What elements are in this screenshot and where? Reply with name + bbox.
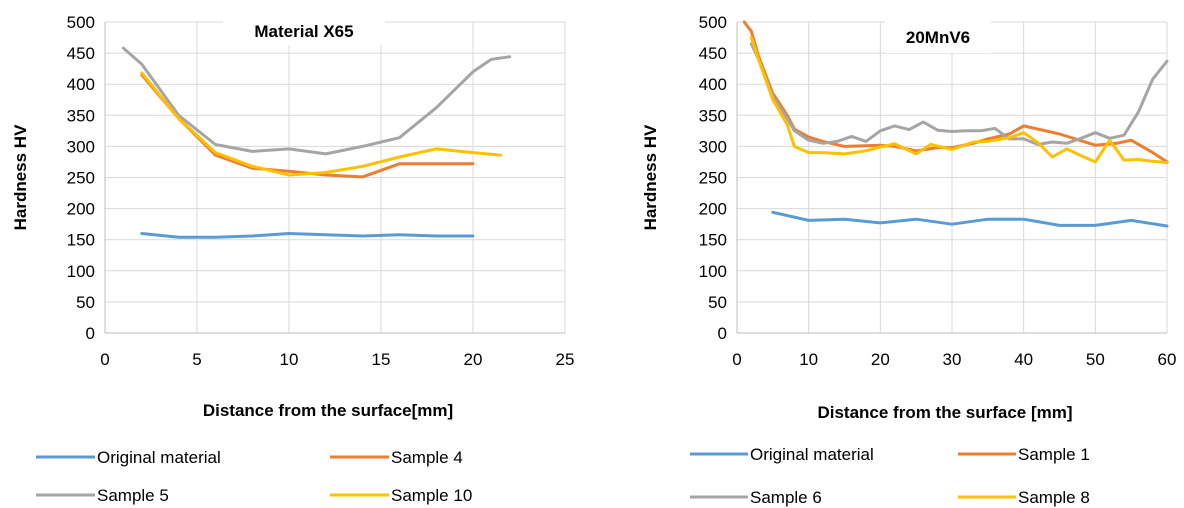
y-tick-label: 150 [67,231,95,250]
y-tick-label: 100 [67,262,95,281]
y-tick-label: 200 [699,200,727,219]
legend-label: Sample 4 [391,448,463,467]
y-tick-label: 350 [699,106,727,125]
x-tick-label: 40 [1014,350,1033,369]
legend-item: Sample 8 [958,488,1090,507]
x-tick-label: 60 [1158,350,1177,369]
legend-item: Sample 10 [330,486,472,505]
y-tick-label: 0 [718,324,727,343]
y-tick-label: 100 [699,262,727,281]
chart-title-box [223,17,385,45]
x-tick-label: 5 [192,350,201,369]
y-tick-label: 400 [67,75,95,94]
legend-item: Sample 6 [690,488,822,507]
series-line-original-material [140,232,475,239]
y-tick-label: 400 [699,75,727,94]
y-tick-label: 50 [708,293,727,312]
chart-title: 20MnV6 [906,28,970,47]
chart-title: Material X65 [254,22,353,41]
legend-label: Sample 10 [391,486,472,505]
y-tick-label: 150 [699,231,727,250]
series-line-original-material [771,210,1169,228]
legend-item: Sample 4 [330,448,463,467]
y-tick-label: 250 [67,169,95,188]
legend-label: Sample 5 [97,486,169,505]
legend-item: Sample 1 [958,445,1090,464]
y-tick-label: 450 [67,44,95,63]
x-tick-label: 50 [1086,350,1105,369]
legend-label: Original material [750,445,874,464]
y-tick-label: 450 [699,44,727,63]
legend-label: Sample 6 [750,488,822,507]
legend-item: Original material [690,445,874,464]
legend-label: Sample 1 [1018,445,1090,464]
legend-label: Sample 8 [1018,488,1090,507]
series-line-sample-6 [749,42,1169,146]
series-line-sample-5 [121,46,512,156]
series-line-sample-10 [140,71,503,177]
x-tick-label: 15 [372,350,391,369]
x-tick-label: 20 [871,350,890,369]
y-tick-label: 500 [67,13,95,32]
y-tick-label: 0 [86,324,95,343]
y-tick-label: 200 [67,200,95,219]
series-line-sample-8 [749,36,1169,165]
x-tick-label: 10 [280,350,299,369]
y-axis-title: Hardness HV [11,124,30,230]
x-tick-label: 10 [799,350,818,369]
y-tick-label: 300 [67,137,95,156]
series-line-sample-1 [742,20,1169,164]
y-tick-label: 250 [699,169,727,188]
chart-title-box [885,21,991,53]
x-axis-title: Distance from the surface [mm] [817,403,1072,422]
legend-label: Original material [97,448,221,467]
x-axis-title: Distance from the surface[mm] [203,401,453,420]
x-tick-label: 30 [943,350,962,369]
legend-item: Original material [36,448,221,467]
x-tick-label: 0 [732,350,741,369]
y-tick-label: 300 [699,137,727,156]
y-tick-label: 350 [67,106,95,125]
chart-1: 0 50 100 150 200 250 300 350 400 450 500 0 5 10 15 20 25… [11,13,574,505]
x-tick-label: 0 [100,350,109,369]
x-tick-label: 20 [464,350,483,369]
y-tick-label: 500 [699,13,727,32]
y-axis-title: Hardness HV [641,124,660,230]
legend-item: Sample 5 [36,486,169,505]
y-tick-label: 50 [76,293,95,312]
chart-2: 0 50 100 150 200 250 300 350 400 450 500 0 10 20 30 40 5… [641,13,1176,507]
x-tick-label: 25 [556,350,575,369]
